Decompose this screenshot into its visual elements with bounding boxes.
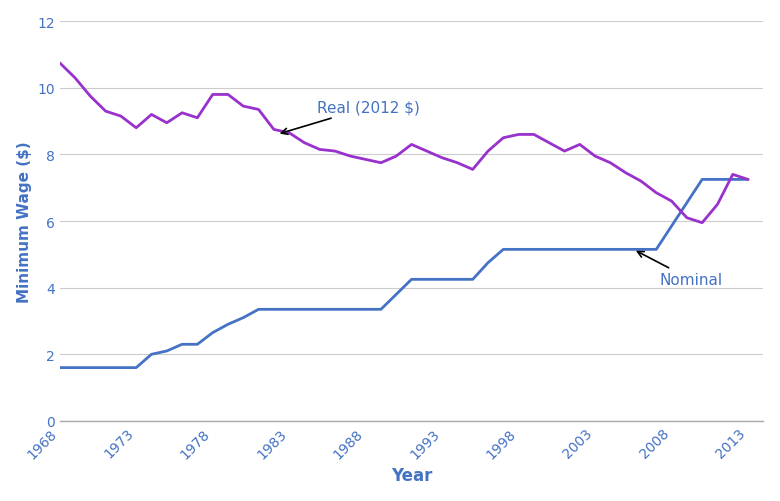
Text: Nominal: Nominal [637,252,722,287]
X-axis label: Year: Year [391,466,432,484]
Y-axis label: Minimum Wage ($): Minimum Wage ($) [16,141,32,302]
Text: Real (2012 $): Real (2012 $) [282,100,420,135]
